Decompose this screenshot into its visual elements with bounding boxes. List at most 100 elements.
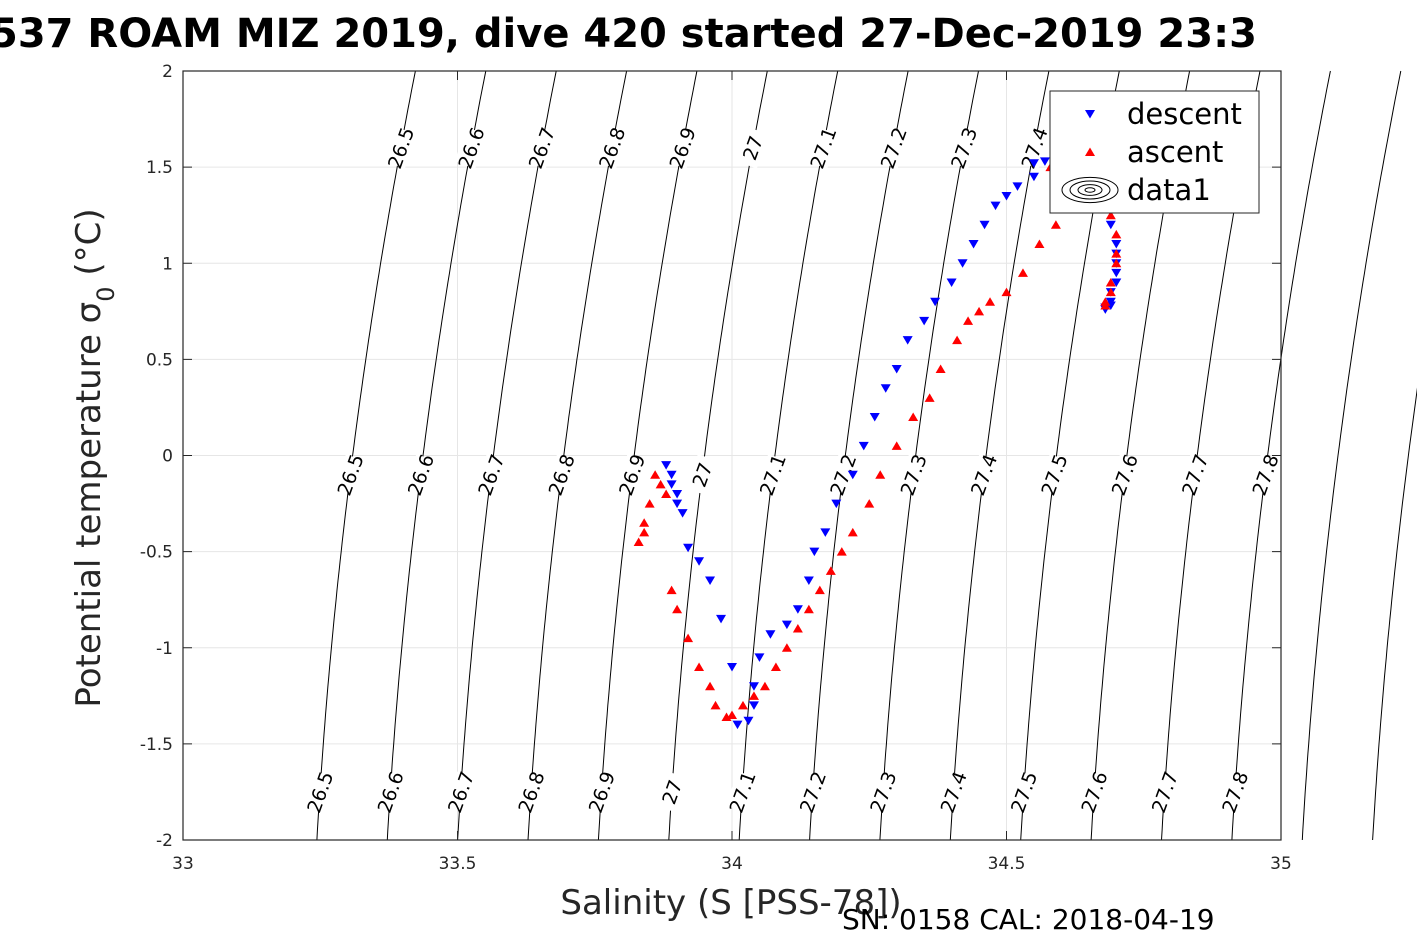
axes-box — [182, 70, 1282, 841]
ascent-point — [727, 710, 737, 720]
isopycnal-label-bg — [796, 771, 830, 813]
isopycnal-label-bg — [303, 771, 337, 813]
descent-point — [1001, 191, 1012, 201]
descent-point — [716, 614, 727, 624]
ascent-point — [639, 527, 650, 537]
x-tick-label: 33.5 — [439, 854, 477, 874]
ascent-point — [974, 306, 985, 316]
ascent-point — [650, 470, 661, 479]
isopycnal-label-bg — [665, 127, 699, 169]
ascent-point — [908, 412, 919, 422]
ascent-point — [864, 499, 875, 508]
isopycnal-label-bg — [595, 127, 629, 169]
ascent-point — [792, 624, 803, 633]
isopycnal-label-bg — [947, 127, 981, 169]
descent-point — [957, 259, 968, 268]
isopycnal-label-bg — [876, 127, 910, 169]
isopycnal-label-bg — [384, 127, 418, 169]
descent-series — [661, 157, 1122, 730]
ascent-point — [781, 643, 792, 652]
y-axis-label-sub: 0 — [92, 286, 120, 301]
isopycnal-label-bg — [736, 127, 770, 169]
ascent-point — [661, 489, 672, 498]
x-tick-label: 35 — [1270, 854, 1292, 874]
y-tick-label: -1 — [156, 639, 173, 659]
isopycnal-label-bg — [1007, 771, 1041, 813]
isopycnal-label-bg — [826, 454, 860, 496]
isopycnal-label-bg — [1178, 454, 1212, 496]
descent-point — [743, 716, 754, 726]
ascent-point — [737, 700, 748, 710]
isopycnal-label-bg — [1218, 771, 1252, 813]
ascent-point — [1105, 210, 1116, 220]
descent-point — [732, 720, 743, 730]
ascent-point — [1111, 258, 1122, 268]
descent-point — [803, 576, 814, 585]
isopycnal-label-bg — [444, 771, 478, 813]
descent-point — [781, 620, 792, 630]
isopycnal-line — [949, 70, 1050, 841]
isopycnal-label-bg — [615, 454, 649, 496]
descent-point — [820, 528, 831, 537]
y-tick-label: -1.5 — [140, 735, 173, 755]
ascent-point — [1100, 301, 1111, 310]
ascent-point — [705, 681, 716, 691]
isopycnal-line — [316, 70, 416, 841]
legend-label-descent: descent — [1127, 97, 1242, 131]
descent-point — [748, 682, 759, 691]
descent-point — [705, 576, 716, 585]
ascent-point — [1050, 220, 1061, 229]
isopycnal-label-bg — [655, 771, 689, 813]
isopycnal-line — [1231, 70, 1331, 841]
x-axis-label: Salinity (S [PSS-78]) — [560, 883, 901, 923]
isopycnal-line — [457, 70, 557, 841]
isopycnal-label-bg — [1077, 771, 1111, 813]
descent-point — [754, 653, 765, 662]
ascent-point — [770, 662, 781, 671]
ascent-point — [666, 585, 677, 595]
chart-title: 537 ROAM MIZ 2019, dive 420 started 27-D… — [0, 11, 1257, 57]
ascent-point — [803, 604, 814, 614]
y-tick-label: -2 — [156, 831, 173, 851]
descent-point — [946, 278, 957, 287]
descent-point — [666, 480, 677, 489]
ascent-point — [633, 537, 644, 547]
descent-point — [672, 499, 683, 509]
isopycnal-label-bg — [1017, 127, 1051, 169]
ascent-point — [825, 566, 836, 575]
x-tick-label: 34 — [721, 854, 743, 874]
descent-point — [847, 470, 858, 480]
isopycnal-label-bg — [1248, 454, 1282, 496]
y-tick-label: -0.5 — [140, 543, 173, 563]
legend-box — [1049, 90, 1260, 214]
isopycnal-label-bg — [584, 771, 618, 813]
x-tick-labels: 33 33.5 34 34.5 35 — [172, 854, 1292, 874]
isopycnal-label-bg — [756, 454, 789, 496]
x-tick-label: 34.5 — [988, 854, 1026, 874]
ascent-point — [710, 700, 721, 710]
isopycnal-label-bg — [333, 454, 367, 496]
descent-point — [919, 316, 930, 326]
isopycnal-label-bg — [1037, 454, 1071, 496]
ascent-point — [759, 681, 770, 691]
isopycnal-label-bg — [454, 127, 488, 169]
descent-point — [672, 489, 683, 499]
contour-legend-icon — [1069, 180, 1111, 200]
isopycnal-label-bg — [685, 454, 719, 496]
y-tick-labels: 2 1.5 1 0.5 0 -0.5 -1 -1.5 -2 — [140, 62, 173, 851]
descent-point — [891, 364, 902, 374]
isopycnal-label-bg — [725, 771, 759, 813]
ascent-point — [963, 316, 974, 325]
ascent-point — [1105, 287, 1116, 297]
isopycnal-line — [879, 70, 979, 841]
ascent-point — [1017, 268, 1028, 277]
descent-point — [979, 220, 990, 230]
isopycnal-line — [668, 70, 768, 841]
y-tick-label: 2 — [162, 62, 173, 82]
ascent-point — [875, 470, 886, 479]
isopycnal-label-bg — [936, 771, 970, 813]
descent-point — [869, 413, 880, 422]
descent-point — [1039, 157, 1050, 166]
serial-cal-footer: SN: 0158 CAL: 2018-04-19 — [842, 903, 1215, 936]
descent-point — [930, 297, 941, 307]
